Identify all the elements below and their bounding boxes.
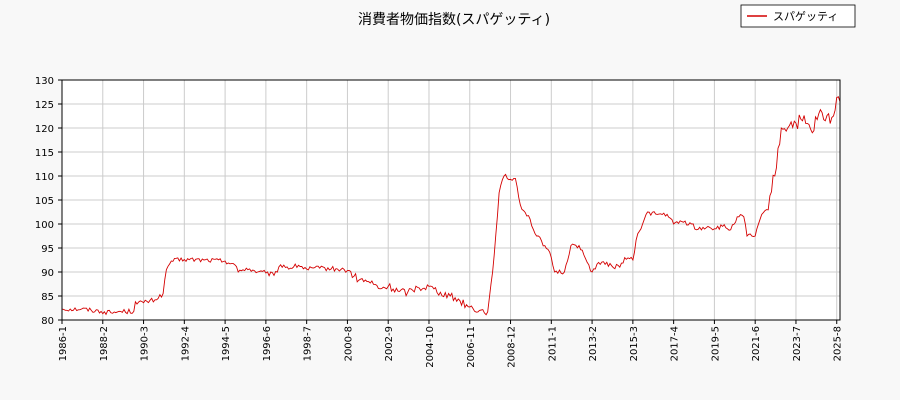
y-tick-label: 115 [35,148,54,159]
y-tick-label: 110 [35,172,54,183]
y-tick-label: 100 [35,220,54,231]
y-tick-label: 95 [41,244,54,255]
x-tick-label: 2008-12 [507,326,518,368]
y-tick-label: 130 [35,76,54,87]
plot-frame [61,79,841,321]
series-layer [61,96,841,316]
x-tick-label: 1990-3 [140,326,151,361]
y-tick-label: 125 [35,100,54,111]
x-tick-label: 2023-7 [792,326,803,361]
x-tick-label: 1994-5 [221,326,232,361]
legend-box [740,4,856,28]
chart-title: 消費者物価指数(スパゲッティ) [358,12,550,28]
x-tick-label: 2011-1 [547,326,558,361]
x-tick-label: 1998-7 [303,326,314,361]
y-tick-label: 120 [35,124,54,135]
x-axis: 1986-1 1988-2 1990-3 1992-4 1994-5 1996-6 1998… [58,320,844,368]
x-tick-label: 1986-1 [58,326,69,361]
x-tick-label: 2019-5 [710,326,721,361]
x-tick-label: 1988-2 [99,326,110,361]
y-tick-label: 90 [41,268,54,279]
x-tick-label: 2004-10 [425,326,436,368]
x-tick-label: 1992-4 [180,326,191,361]
x-tick-label: 2000-8 [343,326,354,361]
x-tick-label: 1996-6 [262,326,273,361]
x-tick-label: 2013-2 [588,326,599,361]
x-tick-label: 2002-9 [384,326,395,361]
x-tick-label: 2015-3 [629,326,640,361]
series-line [61,96,841,316]
x-tick-label: 2006-11 [466,326,477,368]
x-tick-label: 2021-6 [751,326,762,361]
y-tick-label: 85 [41,292,54,303]
y-tick-label: 80 [41,316,54,327]
legend: スパゲッティ [740,4,856,28]
x-tick-label: 2017-4 [670,326,681,361]
x-tick-label: 2025-8 [833,326,844,361]
y-tick-label: 105 [35,196,54,207]
y-axis: 80 85 90 95 100 105 110 115 120 125 130 [35,76,62,327]
legend-label: スパゲッティ [773,10,838,23]
